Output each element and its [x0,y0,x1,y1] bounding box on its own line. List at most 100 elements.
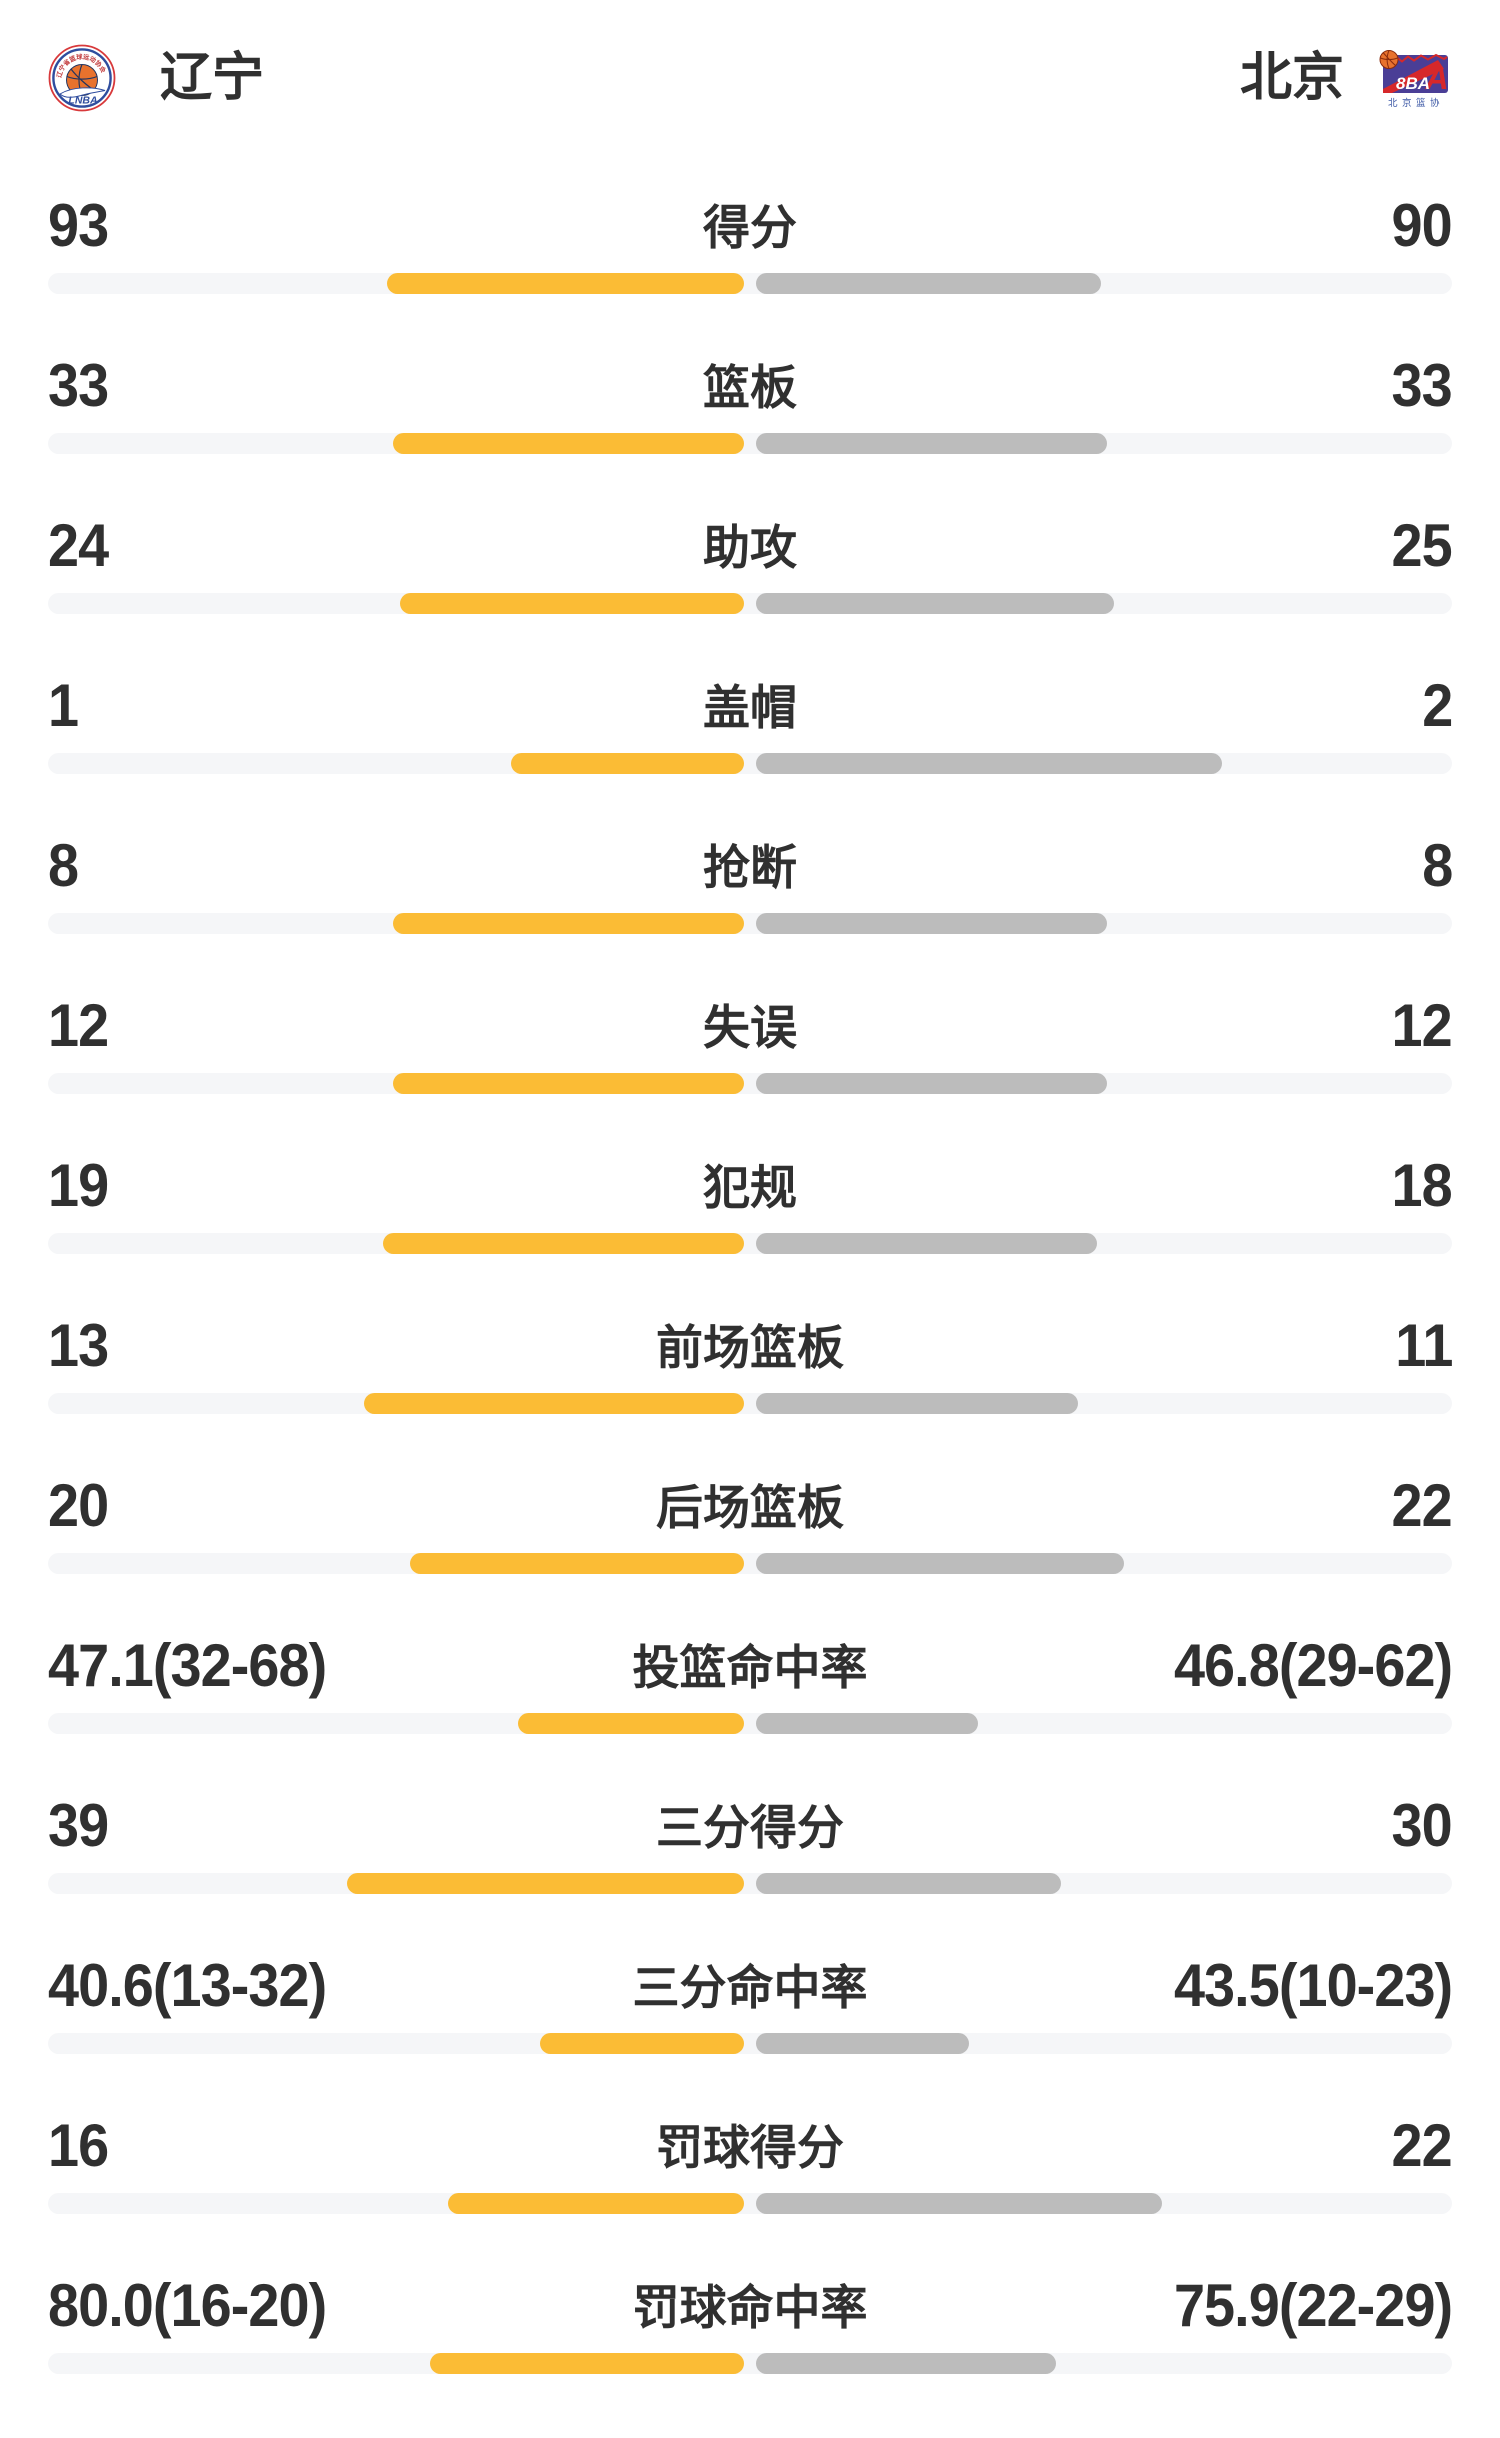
away-team-name: 北京 [1239,49,1344,107]
stat-bar-track [48,753,1452,774]
away-bar [756,2353,1057,2374]
away-bar [756,1393,1078,1414]
stat-label: 三分命中率 [632,1961,868,2014]
home-team-name: 辽宁 [160,49,265,107]
stat-bar-track [48,1873,1452,1894]
home-value: 12 [48,992,109,1059]
stat-label: 篮板 [703,361,797,414]
stat-label: 失误 [703,1001,797,1054]
home-value: 19 [48,1152,109,1219]
stat-bar-track [48,1073,1452,1094]
away-bar [756,1713,978,1734]
stat-bar-track [48,273,1452,294]
away-bar [756,1073,1107,1094]
home-bar [429,2353,744,2374]
away-bar [756,1553,1124,1574]
stat-bar-track [48,2353,1452,2374]
stat-label: 罚球命中率 [632,2281,868,2334]
stat-bar-track [48,1553,1452,1574]
home-value: 39 [48,1792,109,1859]
away-value: 33 [1391,352,1453,419]
home-bar [400,593,744,614]
away-value: 12 [1391,992,1453,1059]
stat-row: 24 助攻 25 [0,500,1500,660]
stat-label: 得分 [703,201,797,254]
stat-label: 盖帽 [703,681,797,734]
stat-row: 20 后场篮板 22 [0,1460,1500,1620]
stat-row: 47.1(32-68) 投篮命中率 46.8(29-62) [0,1620,1500,1780]
beijing-team-logo-icon: A 8BA 北京篮协 [1379,50,1449,109]
away-bar [756,2033,970,2054]
stat-bar-track [48,1393,1452,1414]
stat-row: 80.0(16-20) 罚球命中率 75.9(22-29) [0,2260,1500,2420]
away-bar [756,1873,1061,1894]
beijing-logo-text: 8BA [1396,74,1430,93]
home-value: 13 [48,1312,109,1379]
stat-row: 93 得分 90 [0,180,1500,340]
stat-bar-track [48,2193,1452,2214]
away-bar [756,753,1223,774]
home-value: 24 [48,512,109,579]
stat-row: 13 前场篮板 11 [0,1300,1500,1460]
beijing-logo-letter-a: A [1424,60,1448,96]
stat-row: 33 篮板 33 [0,340,1500,500]
home-bar [510,753,744,774]
away-value: 46.8(29-62) [1173,1632,1453,1699]
away-bar [756,593,1115,614]
home-bar [383,1233,744,1254]
stat-row: 16 罚球得分 22 [0,2100,1500,2260]
basketball-icon [1379,50,1399,69]
away-value: 90 [1391,192,1453,259]
away-bar [756,913,1107,934]
liaoning-team-logo-icon: 辽宁省篮球运动协会 LNBA [48,44,116,112]
home-value: 20 [48,1472,109,1539]
home-bar [346,1873,744,1894]
home-value: 80.0(16-20) [48,2272,327,2339]
away-value: 75.9(22-29) [1173,2272,1453,2339]
home-bar [540,2033,744,2054]
stat-bar-track [48,593,1452,614]
home-bar [387,273,744,294]
stat-label: 罚球得分 [656,2121,844,2174]
home-value: 33 [48,352,109,419]
stat-label: 前场篮板 [656,1321,844,1374]
away-team: 北京 A 8BA 北京篮协 [1240,47,1452,109]
liaoning-logo-text: LNBA [68,95,97,107]
away-value: 22 [1391,2112,1453,2179]
stat-bar-track [48,913,1452,934]
stats-list: 93 得分 90 33 篮板 33 24 助攻 25 1 盖帽 2 8 抢断 [0,180,1500,2420]
stat-label: 投篮命中率 [632,1641,868,1694]
home-bar [517,1713,744,1734]
home-bar [363,1393,744,1414]
away-bar [756,1233,1098,1254]
stat-label: 三分得分 [656,1801,844,1854]
away-value: 11 [1394,1312,1453,1379]
home-value: 40.6(13-32) [48,1952,327,2019]
match-header: 辽宁省篮球运动协会 LNBA 辽宁 北京 A 8BA 北京篮协 [0,38,1500,118]
home-team: 辽宁省篮球运动协会 LNBA 辽宁 [48,44,264,112]
away-value: 25 [1391,512,1453,579]
home-bar [393,433,744,454]
home-value: 8 [48,832,79,899]
away-value: 2 [1421,672,1453,739]
away-value: 18 [1391,1152,1453,1219]
home-bar [393,913,744,934]
stat-bar-track [48,433,1452,454]
stat-bar-track [48,2033,1452,2054]
beijing-logo-caption: 北京篮协 [1388,97,1444,109]
stat-row: 40.6(13-32) 三分命中率 43.5(10-23) [0,1940,1500,2100]
away-value: 30 [1391,1792,1453,1859]
away-bar [756,2193,1162,2214]
home-value: 47.1(32-68) [48,1632,327,1699]
home-value: 16 [48,2112,109,2179]
away-bar [756,273,1102,294]
home-bar [409,1553,744,1574]
stat-label: 助攻 [703,521,797,574]
home-value: 93 [48,192,109,259]
stat-label: 后场篮板 [656,1481,844,1534]
home-value: 1 [48,672,79,739]
stat-row: 39 三分得分 30 [0,1780,1500,1940]
away-value: 8 [1421,832,1453,899]
home-bar [393,1073,744,1094]
stat-row: 19 犯规 18 [0,1140,1500,1300]
